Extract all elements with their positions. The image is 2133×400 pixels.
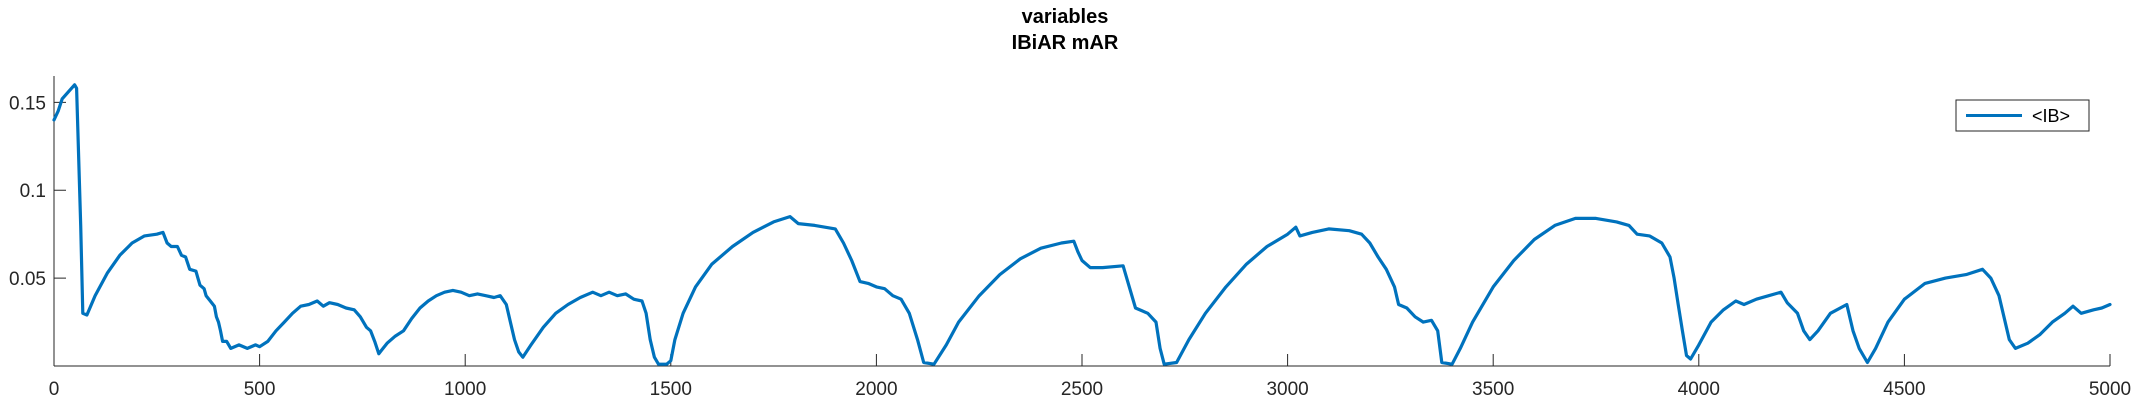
y-ticks: 0.05 0.1 0.15 bbox=[9, 93, 66, 290]
x-tick-label: 5000 bbox=[2089, 379, 2131, 400]
x-ticks: 0 500 1000 1500 2000 2500 3000 3500 4000 4500 5000 bbox=[49, 354, 2131, 400]
x-tick-label: 500 bbox=[244, 379, 276, 400]
x-tick-label: 2000 bbox=[855, 379, 897, 400]
y-tick-label: 0.05 bbox=[9, 269, 46, 290]
y-tick-label: 0.1 bbox=[20, 181, 46, 202]
chart-subtitle: IBiAR mAR bbox=[1012, 32, 1119, 54]
x-tick-label: 1000 bbox=[444, 379, 486, 400]
y-tick-label: 0.15 bbox=[9, 93, 46, 114]
x-tick-label: 1500 bbox=[650, 379, 692, 400]
x-tick-label: 3000 bbox=[1266, 379, 1308, 400]
x-tick-label: 2500 bbox=[1061, 379, 1103, 400]
legend: <IB> bbox=[1955, 99, 2090, 132]
series-layer bbox=[52, 83, 2112, 366]
x-tick-label: 0 bbox=[49, 379, 60, 400]
x-tick-label: 4000 bbox=[1678, 379, 1720, 400]
x-tick-label: 3500 bbox=[1472, 379, 1514, 400]
series-line bbox=[52, 83, 2112, 366]
x-tick-label: 4500 bbox=[1883, 379, 1925, 400]
legend-label: <IB> bbox=[2032, 106, 2070, 126]
chart-title: variables bbox=[1022, 6, 1109, 28]
